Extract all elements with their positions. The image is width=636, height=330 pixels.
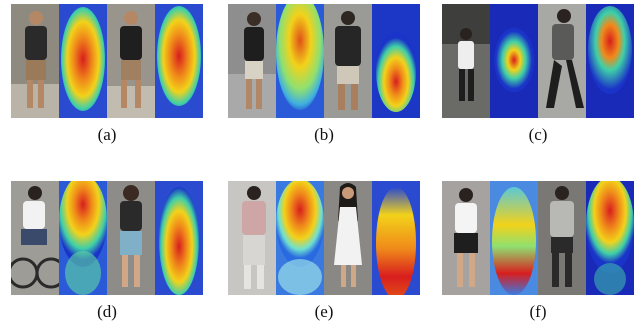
person-photo: [442, 4, 490, 118]
panel-b-image-strip: [228, 4, 420, 118]
panel-a-image-strip: [11, 4, 203, 118]
panel-b-caption: (b): [314, 125, 334, 144]
panel-e-caption: (e): [314, 302, 334, 321]
person-photo: [324, 181, 372, 295]
attention-heatmap: [155, 181, 203, 295]
panel-c-caption: (c): [528, 125, 548, 144]
attention-heatmap: [586, 4, 634, 118]
attention-heatmap: [59, 4, 107, 118]
attention-heatmap: [59, 181, 107, 295]
attention-heatmap: [155, 4, 203, 118]
panel-f-image-strip: [442, 181, 634, 295]
person-photo: [228, 181, 276, 295]
person-photo: [442, 181, 490, 295]
panel-d-caption: (d): [97, 302, 117, 321]
attention-heatmap: [490, 181, 538, 295]
person-photo: [538, 181, 586, 295]
person-photo: [11, 4, 59, 118]
person-photo: [107, 181, 155, 295]
panel-f-caption: (f): [529, 302, 547, 321]
attention-heatmap: [276, 4, 324, 118]
attention-heatmap: [372, 181, 420, 295]
panel-e-image-strip: [228, 181, 420, 295]
attention-heatmap: [490, 4, 538, 118]
person-photo: [11, 181, 59, 295]
person-photo: [324, 4, 372, 118]
person-photo: [107, 4, 155, 118]
attention-heatmap: [276, 181, 324, 295]
panel-c-image-strip: [442, 4, 634, 118]
attention-heatmap: [586, 181, 634, 295]
person-photo: [538, 4, 586, 118]
panel-d-image-strip: [11, 181, 203, 295]
attention-heatmap: [372, 4, 420, 118]
panel-a-caption: (a): [97, 125, 117, 144]
person-photo: [228, 4, 276, 118]
